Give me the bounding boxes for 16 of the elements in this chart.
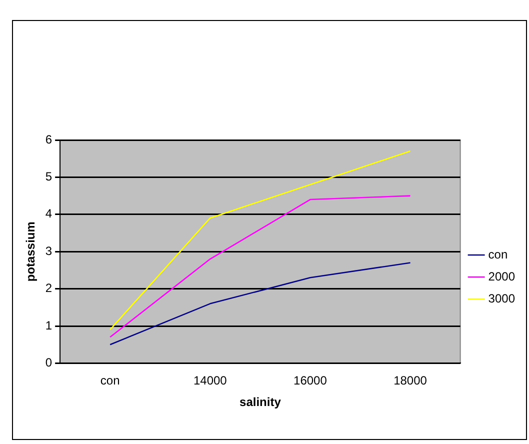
- x-tick-label: 14000: [193, 374, 228, 388]
- x-tick-label: 18000: [394, 374, 428, 388]
- legend-label: con: [488, 247, 508, 262]
- x-axis-title: salinity: [240, 395, 282, 410]
- legend-label: 2000: [488, 269, 516, 284]
- x-tick-label: con: [100, 374, 120, 388]
- y-tick-label: 3: [45, 244, 52, 258]
- y-tick-label: 2: [45, 281, 52, 296]
- legend-label: 3000: [488, 291, 516, 306]
- y-tick-label: 4: [45, 206, 52, 221]
- x-tick-label: 16000: [294, 374, 328, 388]
- y-tick-label: 0: [45, 356, 52, 370]
- y-tick-label: 1: [45, 318, 52, 332]
- y-axis-title: potassium: [24, 222, 38, 282]
- y-tick-label: 5: [45, 170, 52, 184]
- y-tick-label: 6: [45, 132, 52, 146]
